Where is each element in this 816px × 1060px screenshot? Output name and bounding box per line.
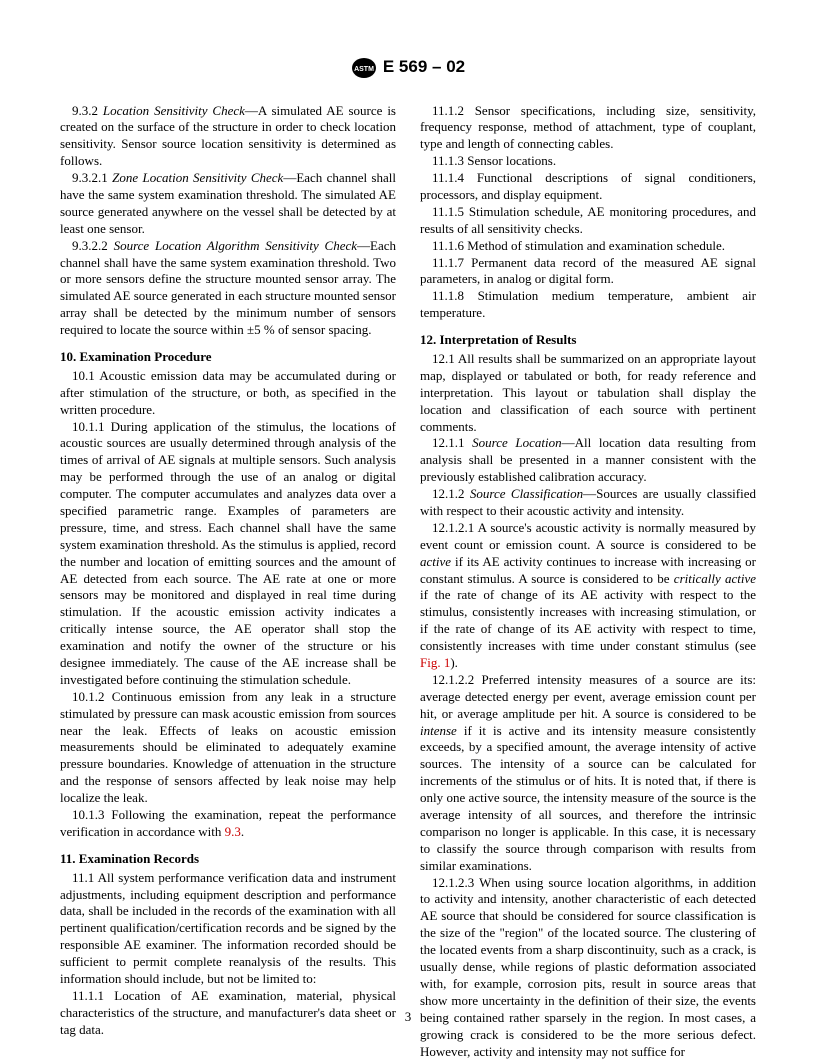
para-9-3-2: 9.3.2 Location Sensitivity Check—A simul… (60, 103, 396, 171)
para-10-1-2: 10.1.2 Continuous emission from any leak… (60, 689, 396, 807)
xref-9-3[interactable]: 9.3 (225, 824, 241, 839)
para-11-1-7: 11.1.7 Permanent data record of the meas… (420, 255, 756, 289)
para-11-1-2: 11.1.2 Sensor specifications, including … (420, 103, 756, 154)
para-12-1-2-2: 12.1.2.2 Preferred intensity measures of… (420, 672, 756, 875)
para-12-1: 12.1 All results shall be summarized on … (420, 351, 756, 435)
standard-number: E 569 – 02 (383, 57, 465, 76)
astm-logo-icon: ASTM (351, 57, 377, 79)
heading-12: 12. Interpretation of Results (420, 332, 756, 349)
body-columns: 9.3.2 Location Sensitivity Check—A simul… (60, 103, 756, 1060)
para-10-1: 10.1 Acoustic emission data may be accum… (60, 368, 396, 419)
xref-fig-1[interactable]: Fig. 1 (420, 655, 450, 670)
para-12-1-1: 12.1.1 Source Location—All location data… (420, 435, 756, 486)
para-12-1-2-1: 12.1.2.1 A source's acoustic activity is… (420, 520, 756, 672)
para-12-1-2-3: 12.1.2.3 When using source location algo… (420, 875, 756, 1060)
para-11-1-3: 11.1.3 Sensor locations. (420, 153, 756, 170)
para-12-1-2: 12.1.2 Source Classification—Sources are… (420, 486, 756, 520)
page-header: ASTM E 569 – 02 (60, 56, 756, 79)
para-11-1-4: 11.1.4 Functional descriptions of signal… (420, 170, 756, 204)
heading-11: 11. Examination Records (60, 851, 396, 868)
para-11-1: 11.1 All system performance verification… (60, 870, 396, 988)
heading-10: 10. Examination Procedure (60, 349, 396, 366)
para-11-1-8: 11.1.8 Stimulation medium temperature, a… (420, 288, 756, 322)
para-10-1-1: 10.1.1 During application of the stimulu… (60, 419, 396, 689)
svg-text:ASTM: ASTM (354, 66, 374, 73)
page-number: 3 (0, 1009, 816, 1026)
para-10-1-3: 10.1.3 Following the examination, repeat… (60, 807, 396, 841)
para-9-3-2-1: 9.3.2.1 Zone Location Sensitivity Check—… (60, 170, 396, 238)
para-11-1-5: 11.1.5 Stimulation schedule, AE monitori… (420, 204, 756, 238)
para-11-1-6: 11.1.6 Method of stimulation and examina… (420, 238, 756, 255)
para-9-3-2-2: 9.3.2.2 Source Location Algorithm Sensit… (60, 238, 396, 339)
